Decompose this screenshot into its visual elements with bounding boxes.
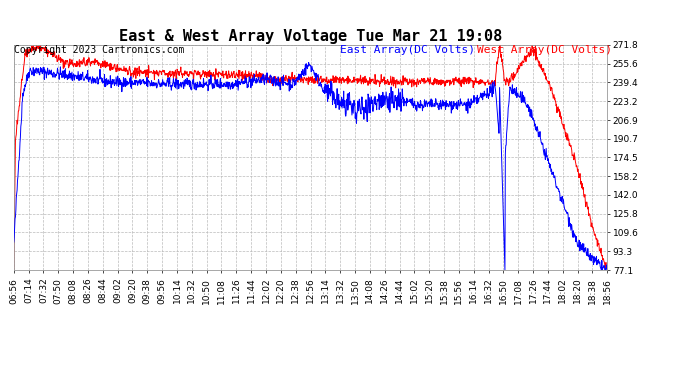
- Text: East Array(DC Volts): East Array(DC Volts): [340, 45, 475, 55]
- Title: East & West Array Voltage Tue Mar 21 19:08: East & West Array Voltage Tue Mar 21 19:…: [119, 29, 502, 44]
- Text: Copyright 2023 Cartronics.com: Copyright 2023 Cartronics.com: [14, 45, 184, 55]
- Text: West Array(DC Volts): West Array(DC Volts): [477, 45, 611, 55]
